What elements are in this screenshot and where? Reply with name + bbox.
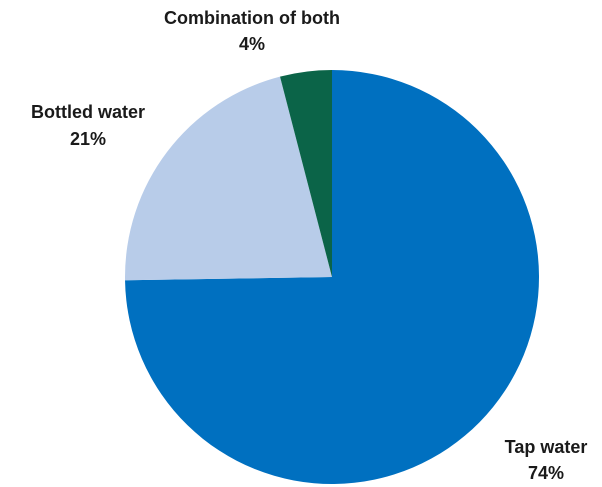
pie-slice-tap-water [125,70,540,484]
label-bottled-name: Bottled water [31,102,145,122]
pie-slices [125,70,540,484]
label-tap-value: 74% [528,463,564,483]
label-bottled-value: 21% [70,129,106,149]
pie-slice-combination-of-both [280,70,332,277]
label-tap-name: Tap water [505,437,588,457]
label-combination-name: Combination of both [164,8,340,28]
pie-slice-bottled-water [125,76,333,281]
label-combination-value: 4% [239,34,265,54]
